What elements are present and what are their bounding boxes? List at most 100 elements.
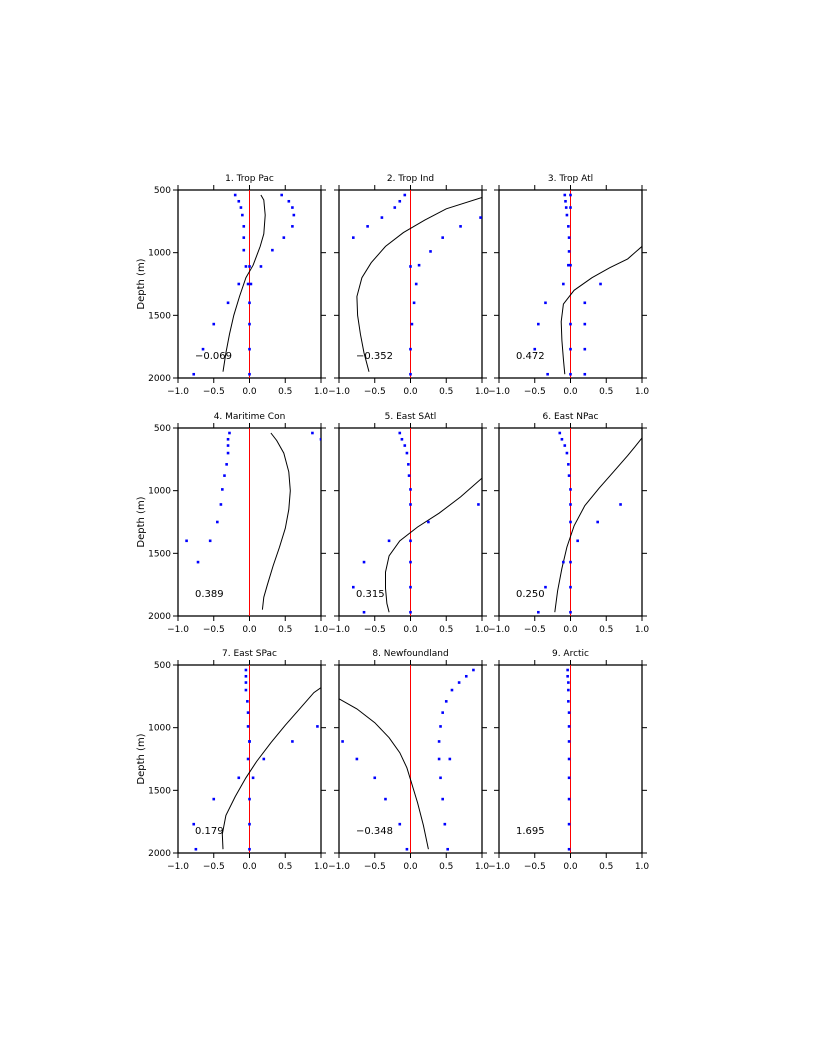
data-point [565,451,569,455]
data-point [567,711,571,714]
data-point [437,757,441,761]
plot-area [339,665,475,853]
data-point [441,797,444,801]
data-point [583,372,587,376]
panel-annotation: 0.472 [516,351,545,362]
data-point [259,265,263,268]
data-point [244,681,248,684]
data-point [248,347,251,351]
data-point [412,301,416,305]
panel-5: 5. East SAtl −1.0 −0.5 0.0 0.5 1.0 0.315 [328,412,489,635]
x-tick-label: −0.5 [203,387,225,397]
y-tick-label: 1500 [148,311,171,321]
x-tick-label: 0.0 [403,862,418,872]
x-tick-label: −1.0 [167,387,189,397]
x-tick-label: 0.5 [439,625,453,635]
x-tick-label: −0.5 [364,862,386,872]
data-point [576,539,579,543]
data-point [241,213,244,217]
x-tick-label: 1.0 [635,387,650,397]
data-point [457,681,461,684]
data-point [569,347,572,351]
data-point [566,674,569,678]
x-tick-label: −1.0 [167,862,189,872]
plot-area [192,665,321,853]
data-point [564,199,567,203]
data-point [362,560,366,564]
data-point [409,488,412,491]
data-point [567,463,570,466]
data-point [441,711,444,714]
data-point [244,674,248,678]
data-point [569,503,572,506]
plot-area [352,428,482,616]
data-point [569,322,572,326]
data-point [409,610,412,614]
data-point [319,437,321,441]
data-point [567,688,570,692]
x-tick-label: −1.0 [328,387,350,397]
data-point [544,301,547,305]
data-point [403,193,407,197]
data-point [558,431,562,435]
data-point [352,585,355,589]
data-point [477,503,480,506]
profile-line [261,432,291,610]
data-point [563,193,567,197]
data-point [569,488,572,491]
y-tick-label: 2000 [148,374,171,384]
data-point [244,265,248,268]
data-point [409,585,412,589]
data-point [223,474,226,477]
data-point [537,322,540,326]
profile-line [356,197,482,372]
data-point [446,847,449,851]
x-tick-label: −1.0 [328,862,350,872]
data-point [242,225,246,228]
x-tick-label: 0.0 [563,625,578,635]
x-tick-label: 0.5 [599,387,613,397]
data-point [537,610,540,614]
panel-title: 2. Trop Ind [387,174,434,184]
x-tick-label: −0.5 [524,625,546,635]
data-point [567,225,570,228]
x-tick-label: 0.5 [599,625,613,635]
panel-title: 5. East SAtl [385,412,437,422]
data-point [248,797,251,801]
data-point [212,797,216,801]
profile-line [221,687,321,850]
profile-line [560,246,642,375]
data-point [282,236,286,239]
panel-title: 9. Arctic [552,649,589,659]
data-point [271,248,274,252]
data-point [583,347,587,351]
panel-title: 8. Newfoundland [372,649,448,659]
panel-annotation: −0.352 [356,351,393,362]
data-point [410,322,414,326]
panel-title: 7. East SPac [222,649,277,659]
data-point [248,822,251,826]
x-tick-label: −1.0 [488,387,510,397]
data-point [192,822,196,826]
data-point [569,520,572,524]
panel-annotation: −0.069 [195,351,232,362]
y-tick-label: 2000 [148,849,171,859]
plot-area [192,190,296,378]
x-tick-label: 1.0 [635,625,650,635]
panel-annotation: 1.695 [516,826,545,837]
data-point [291,206,294,209]
data-point [439,776,442,780]
data-point [546,372,549,376]
data-point [567,250,571,253]
y-tick-label: 1000 [148,249,171,259]
data-point [362,610,366,614]
plot-area [185,428,321,616]
data-point [567,740,571,743]
panel-2: 2. Trop Ind −1.0 −0.5 0.0 0.5 1.0 −0.352 [328,174,489,397]
x-tick-label: −1.0 [488,862,510,872]
data-point [366,225,369,228]
data-point [596,520,599,524]
x-tick-label: 1.0 [314,387,329,397]
y-axis-label: Depth (m) [136,733,147,784]
x-tick-label: 1.0 [314,625,329,635]
